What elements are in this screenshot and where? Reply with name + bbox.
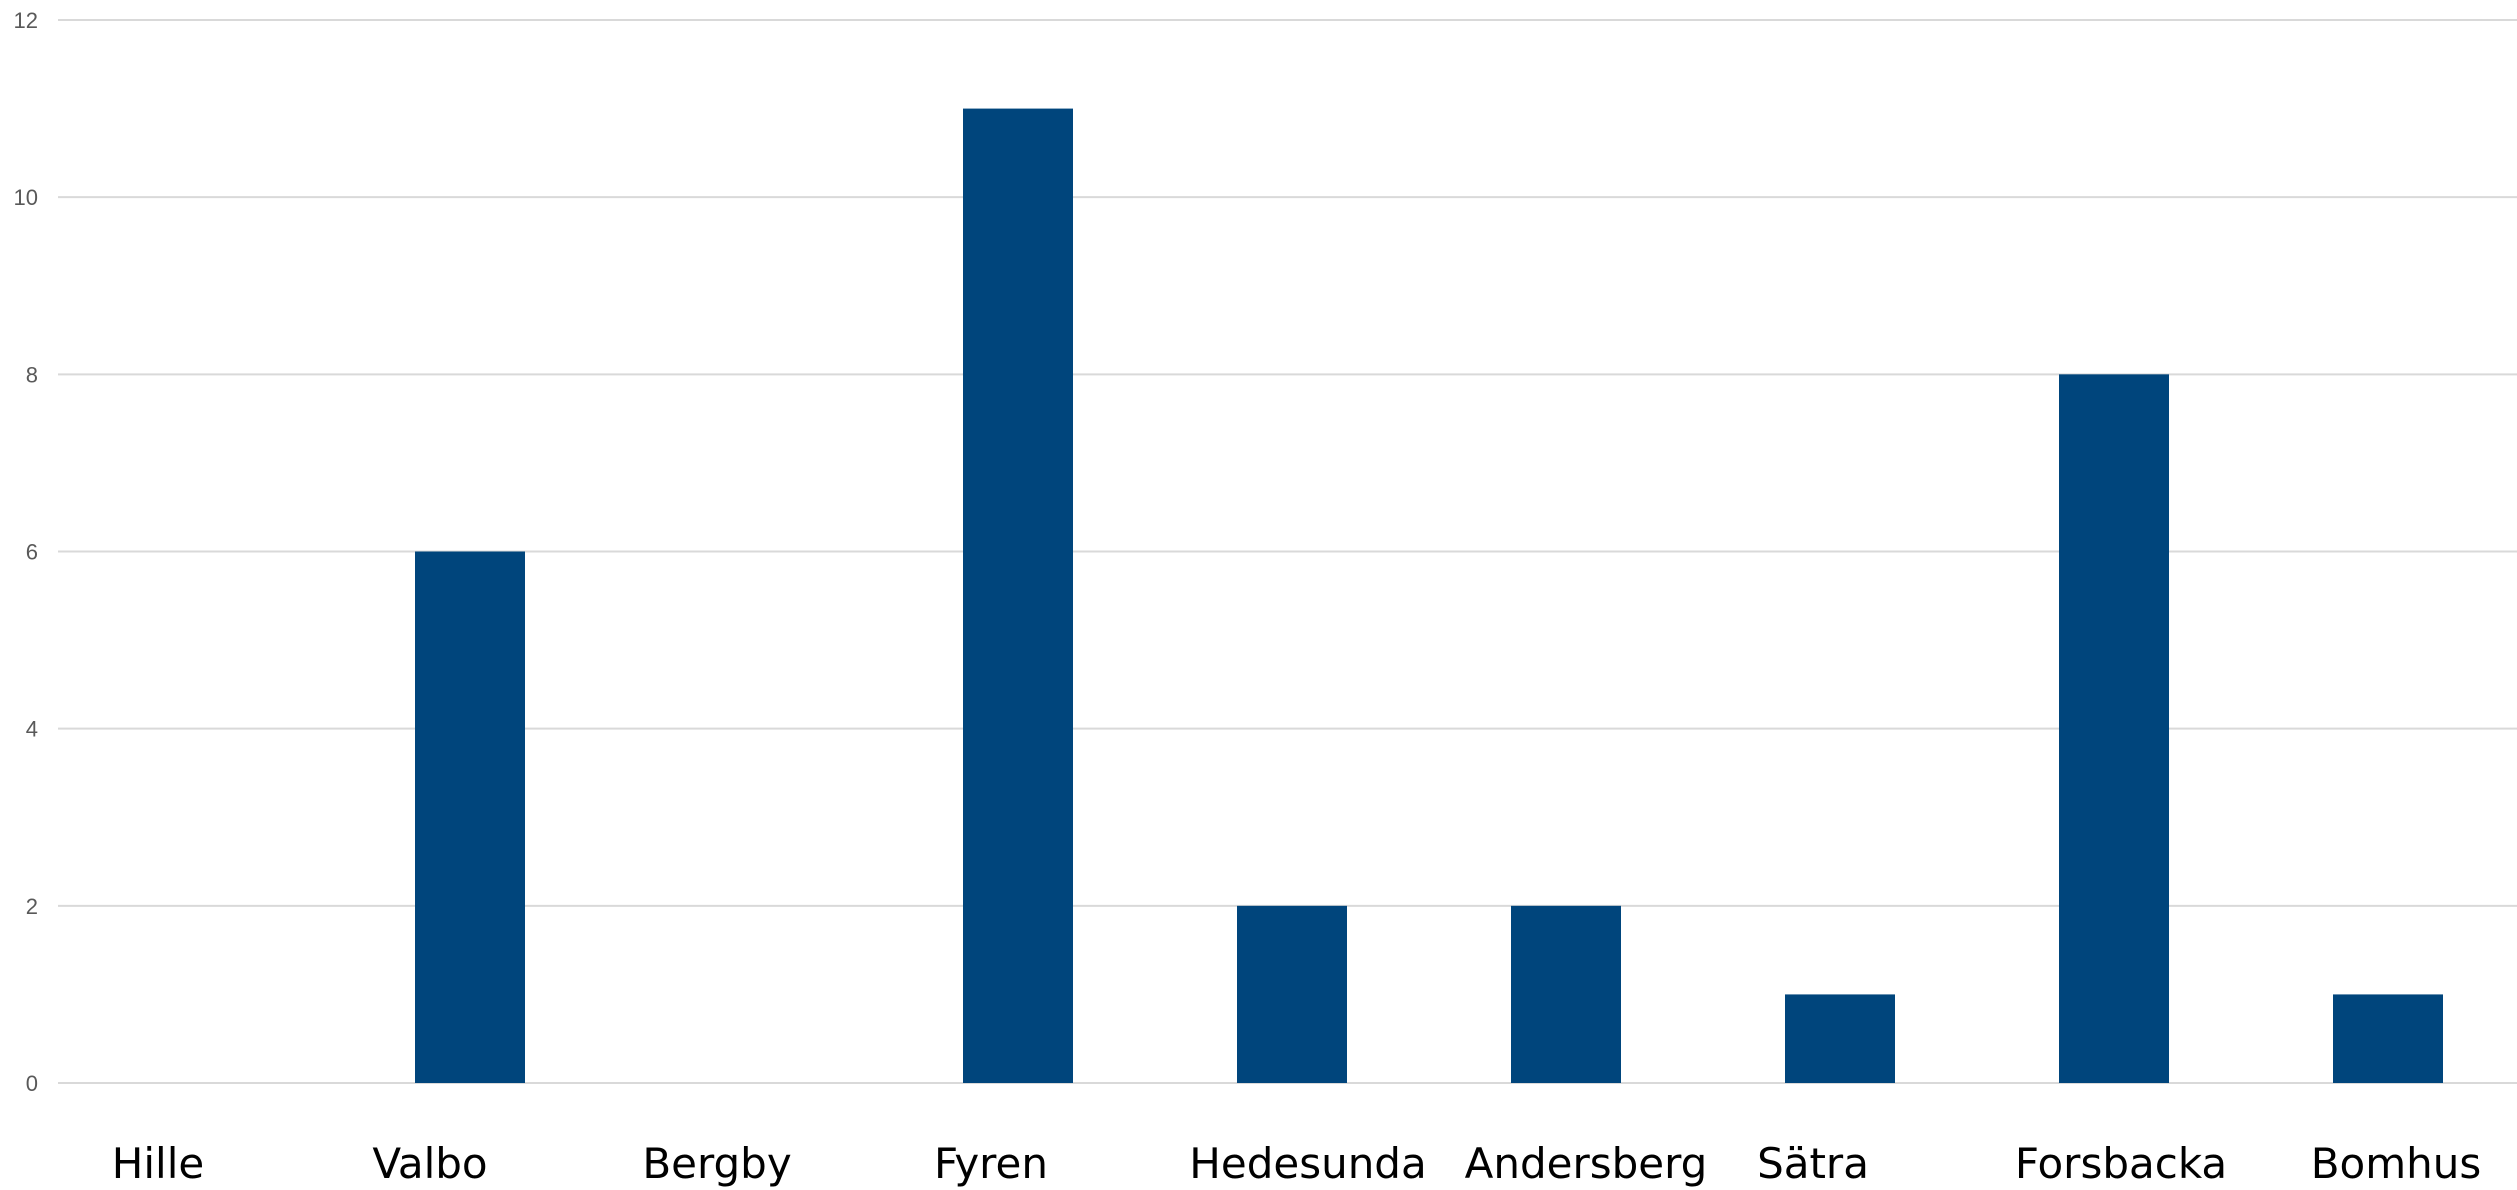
bar-sätra: [1785, 994, 1895, 1083]
y-tick-label: 2: [26, 894, 38, 919]
bar-bomhus: [2333, 994, 2443, 1083]
x-axis-labels: Hille Valbo Bergby Fyren Hedesunda Andersberg…: [112, 1139, 2481, 1188]
bar-andersberg: [1511, 905, 1621, 1083]
y-tick-label: 6: [26, 540, 38, 565]
y-tick-label: 4: [26, 717, 38, 742]
x-tick-label: Andersberg: [1465, 1139, 1708, 1188]
y-axis-ticks: 0 2 4 6 8 10 12: [14, 8, 38, 1096]
x-tick-label: Fyren: [934, 1139, 1048, 1188]
bar-fyren: [963, 108, 1073, 1084]
y-tick-label: 10: [14, 185, 38, 210]
y-tick-label: 0: [26, 1071, 38, 1096]
x-tick-label: Bomhus: [2311, 1139, 2482, 1188]
x-tick-label: Hedesunda: [1189, 1139, 1426, 1188]
x-tick-label: Forsbacka: [2015, 1139, 2227, 1188]
y-tick-label: 12: [14, 8, 38, 33]
x-tick-label: Hille: [112, 1139, 204, 1188]
bar-forsbacka: [2059, 374, 2169, 1083]
x-tick-label: Sätra: [1757, 1139, 1869, 1188]
bar-hedesunda: [1237, 905, 1347, 1083]
bar-valbo: [415, 551, 525, 1083]
x-tick-label: Bergby: [642, 1139, 791, 1188]
bars: [415, 108, 2443, 1084]
x-tick-label: Valbo: [372, 1139, 487, 1188]
y-tick-label: 8: [26, 362, 38, 387]
